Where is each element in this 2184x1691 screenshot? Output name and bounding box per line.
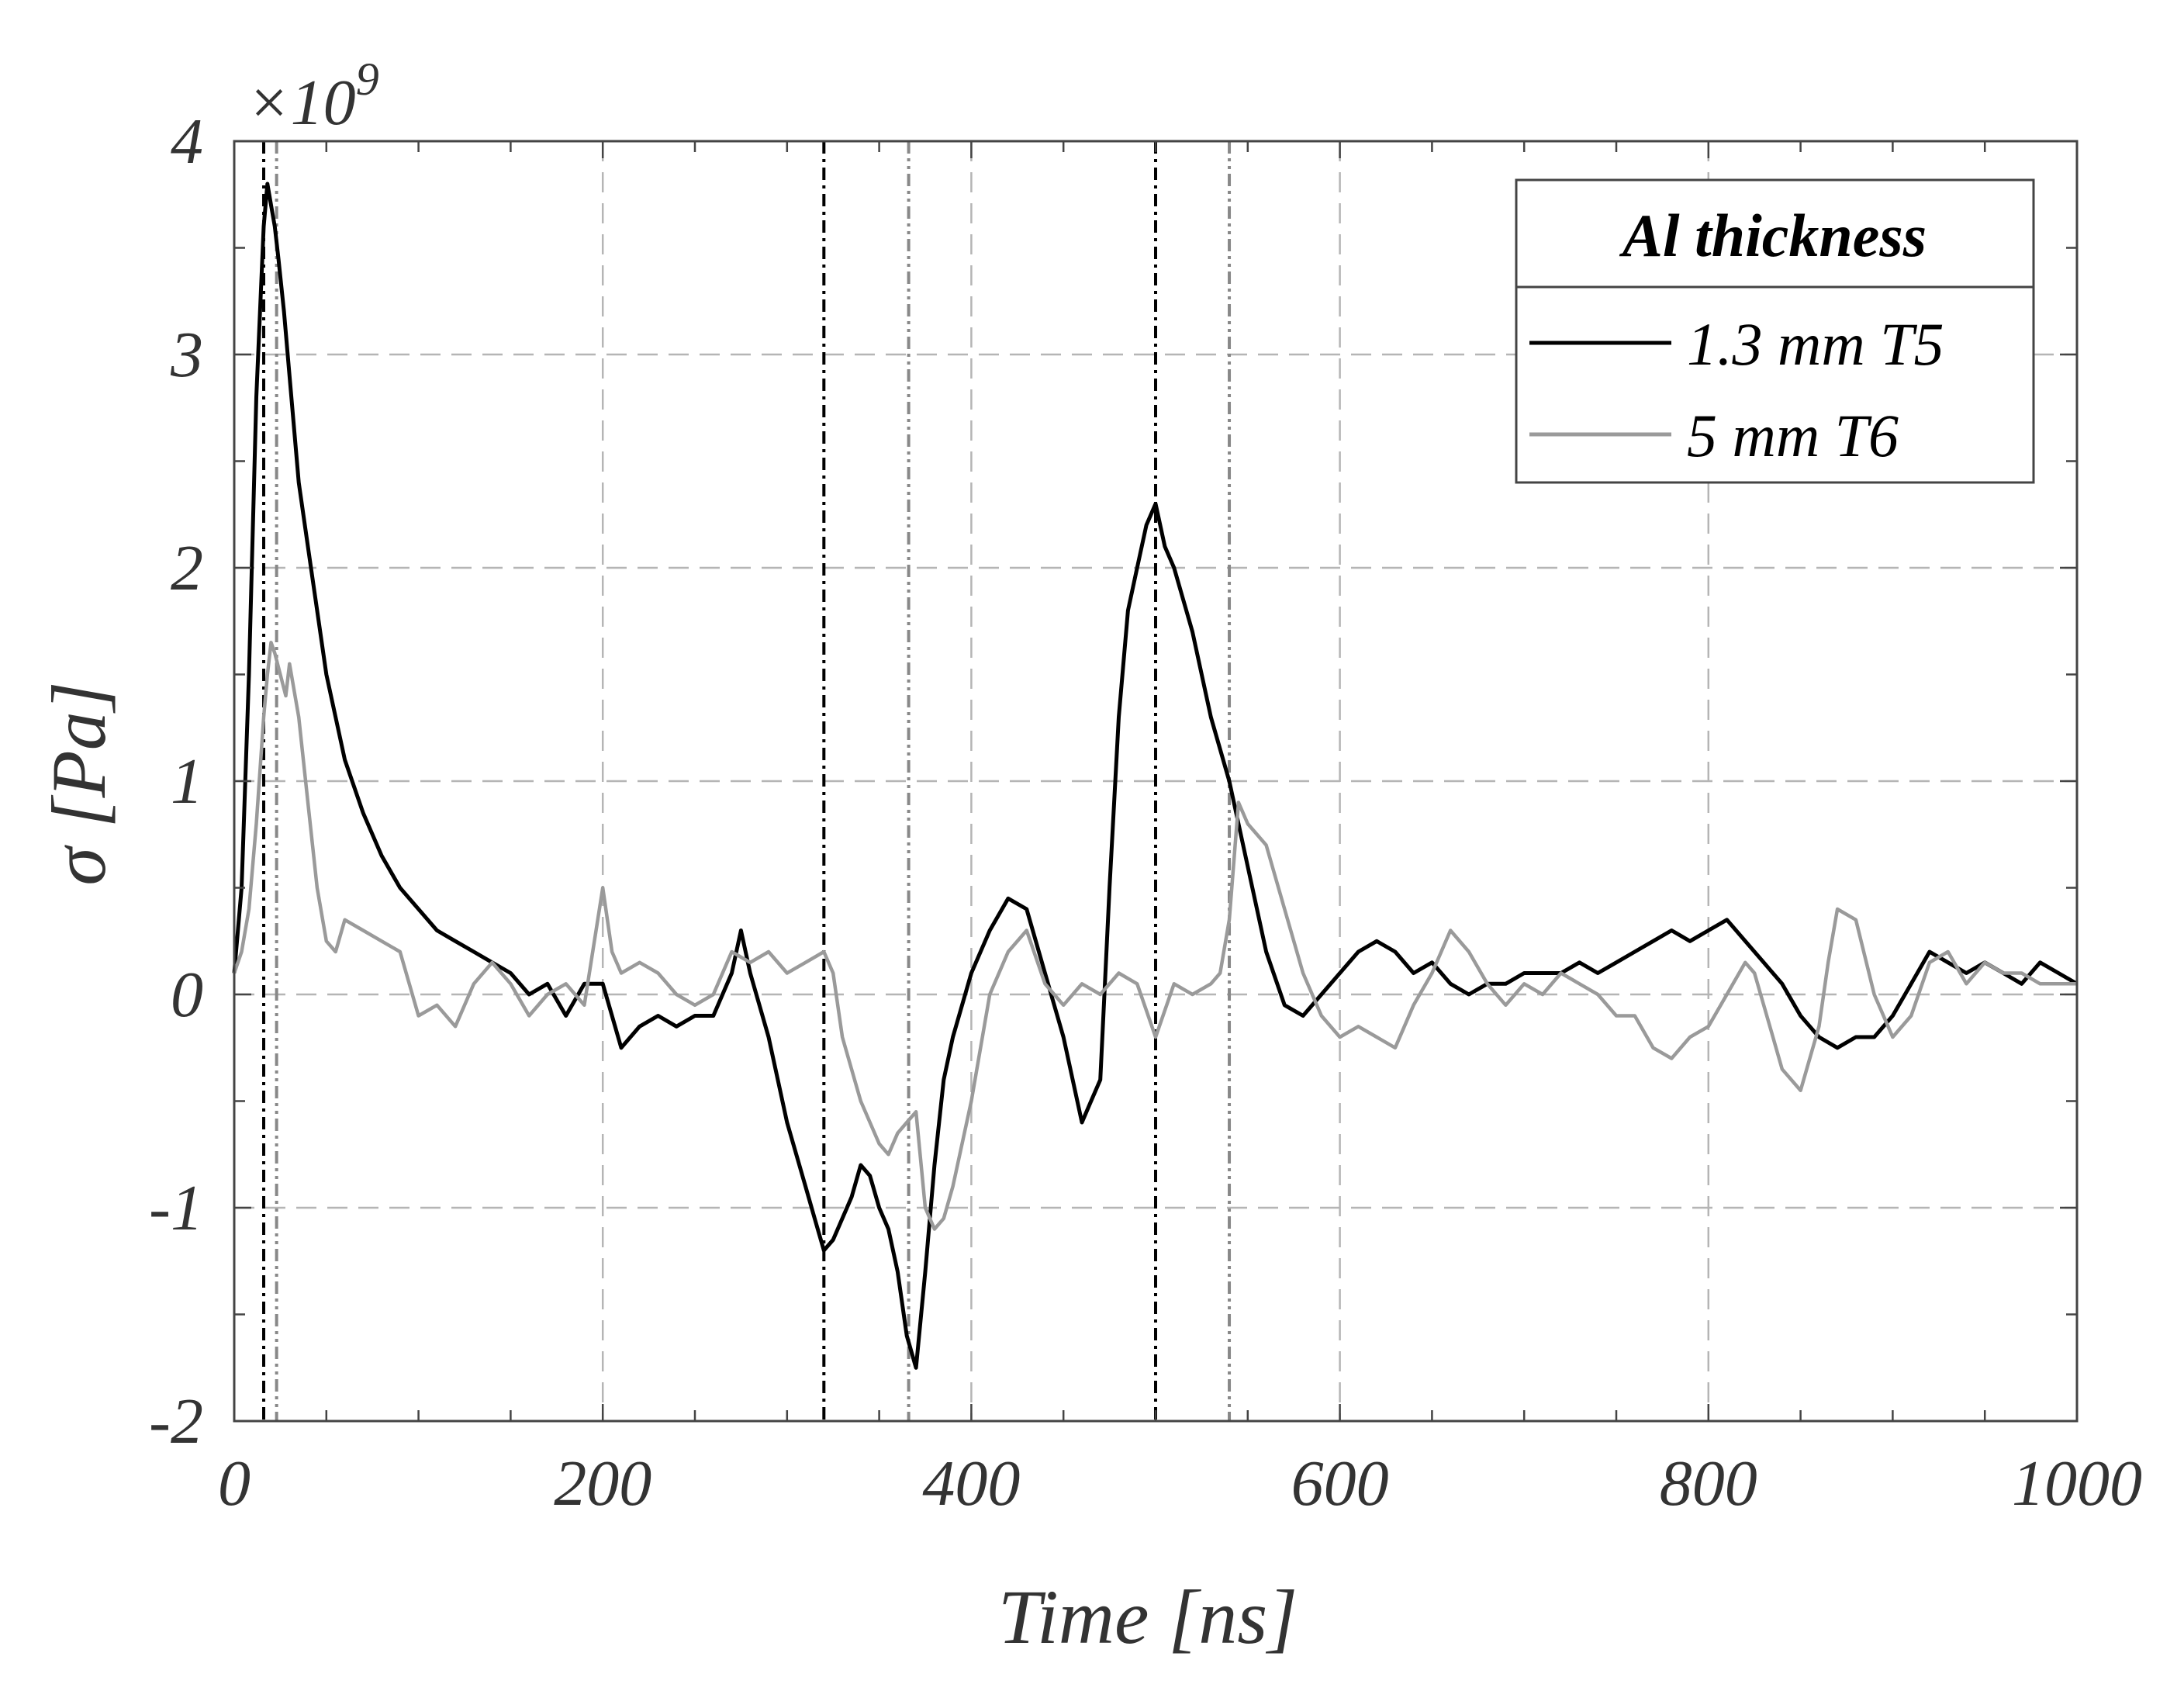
x-tick-label: 1000 (2012, 1447, 2142, 1520)
y-exponent-label: ×109 (247, 54, 379, 139)
y-tick-label: 4 (171, 105, 203, 178)
legend-box (1515, 178, 2035, 484)
series-line-t6 (232, 641, 2077, 1231)
x-tick-label: 200 (554, 1447, 651, 1520)
series-lines (232, 182, 2079, 1370)
y-tick-label: -2 (149, 1385, 203, 1458)
y-exponent-base: ×10 (247, 67, 356, 139)
x-tick-label: 800 (1660, 1447, 1757, 1520)
series-line-t5 (232, 182, 2079, 1370)
x-tick-label: 400 (922, 1447, 1020, 1520)
x-tick-label: 0 (218, 1447, 251, 1520)
y-axis-title: σ [Pa] (36, 681, 122, 885)
legend-label-t5: 1.3 mm T5 (1687, 310, 1944, 378)
y-tick-label: -1 (149, 1172, 203, 1244)
x-tick-label: 600 (1291, 1447, 1389, 1520)
y-tick-label: 0 (171, 959, 203, 1031)
legend-label-t6: 5 mm T6 (1687, 402, 1899, 469)
axis-ticks (233, 140, 2079, 1423)
x-axis-title: Time [ns] (998, 1574, 1298, 1660)
y-tick-label: 3 (170, 319, 203, 391)
y-exponent-power: 9 (356, 54, 379, 105)
x-tick-labels: 0 200 400 600 800 1000 (218, 1447, 2142, 1520)
legend: Al thickness 1.3 mm T5 5 mm T6 (1515, 178, 2035, 484)
grid (234, 141, 2077, 1421)
y-tick-labels: -2 -1 0 1 2 3 4 (149, 105, 203, 1458)
y-tick-label: 2 (171, 532, 203, 604)
vertical-markers (262, 141, 1232, 1421)
y-tick-label: 1 (171, 745, 203, 818)
legend-title: Al thickness (1619, 202, 1927, 269)
